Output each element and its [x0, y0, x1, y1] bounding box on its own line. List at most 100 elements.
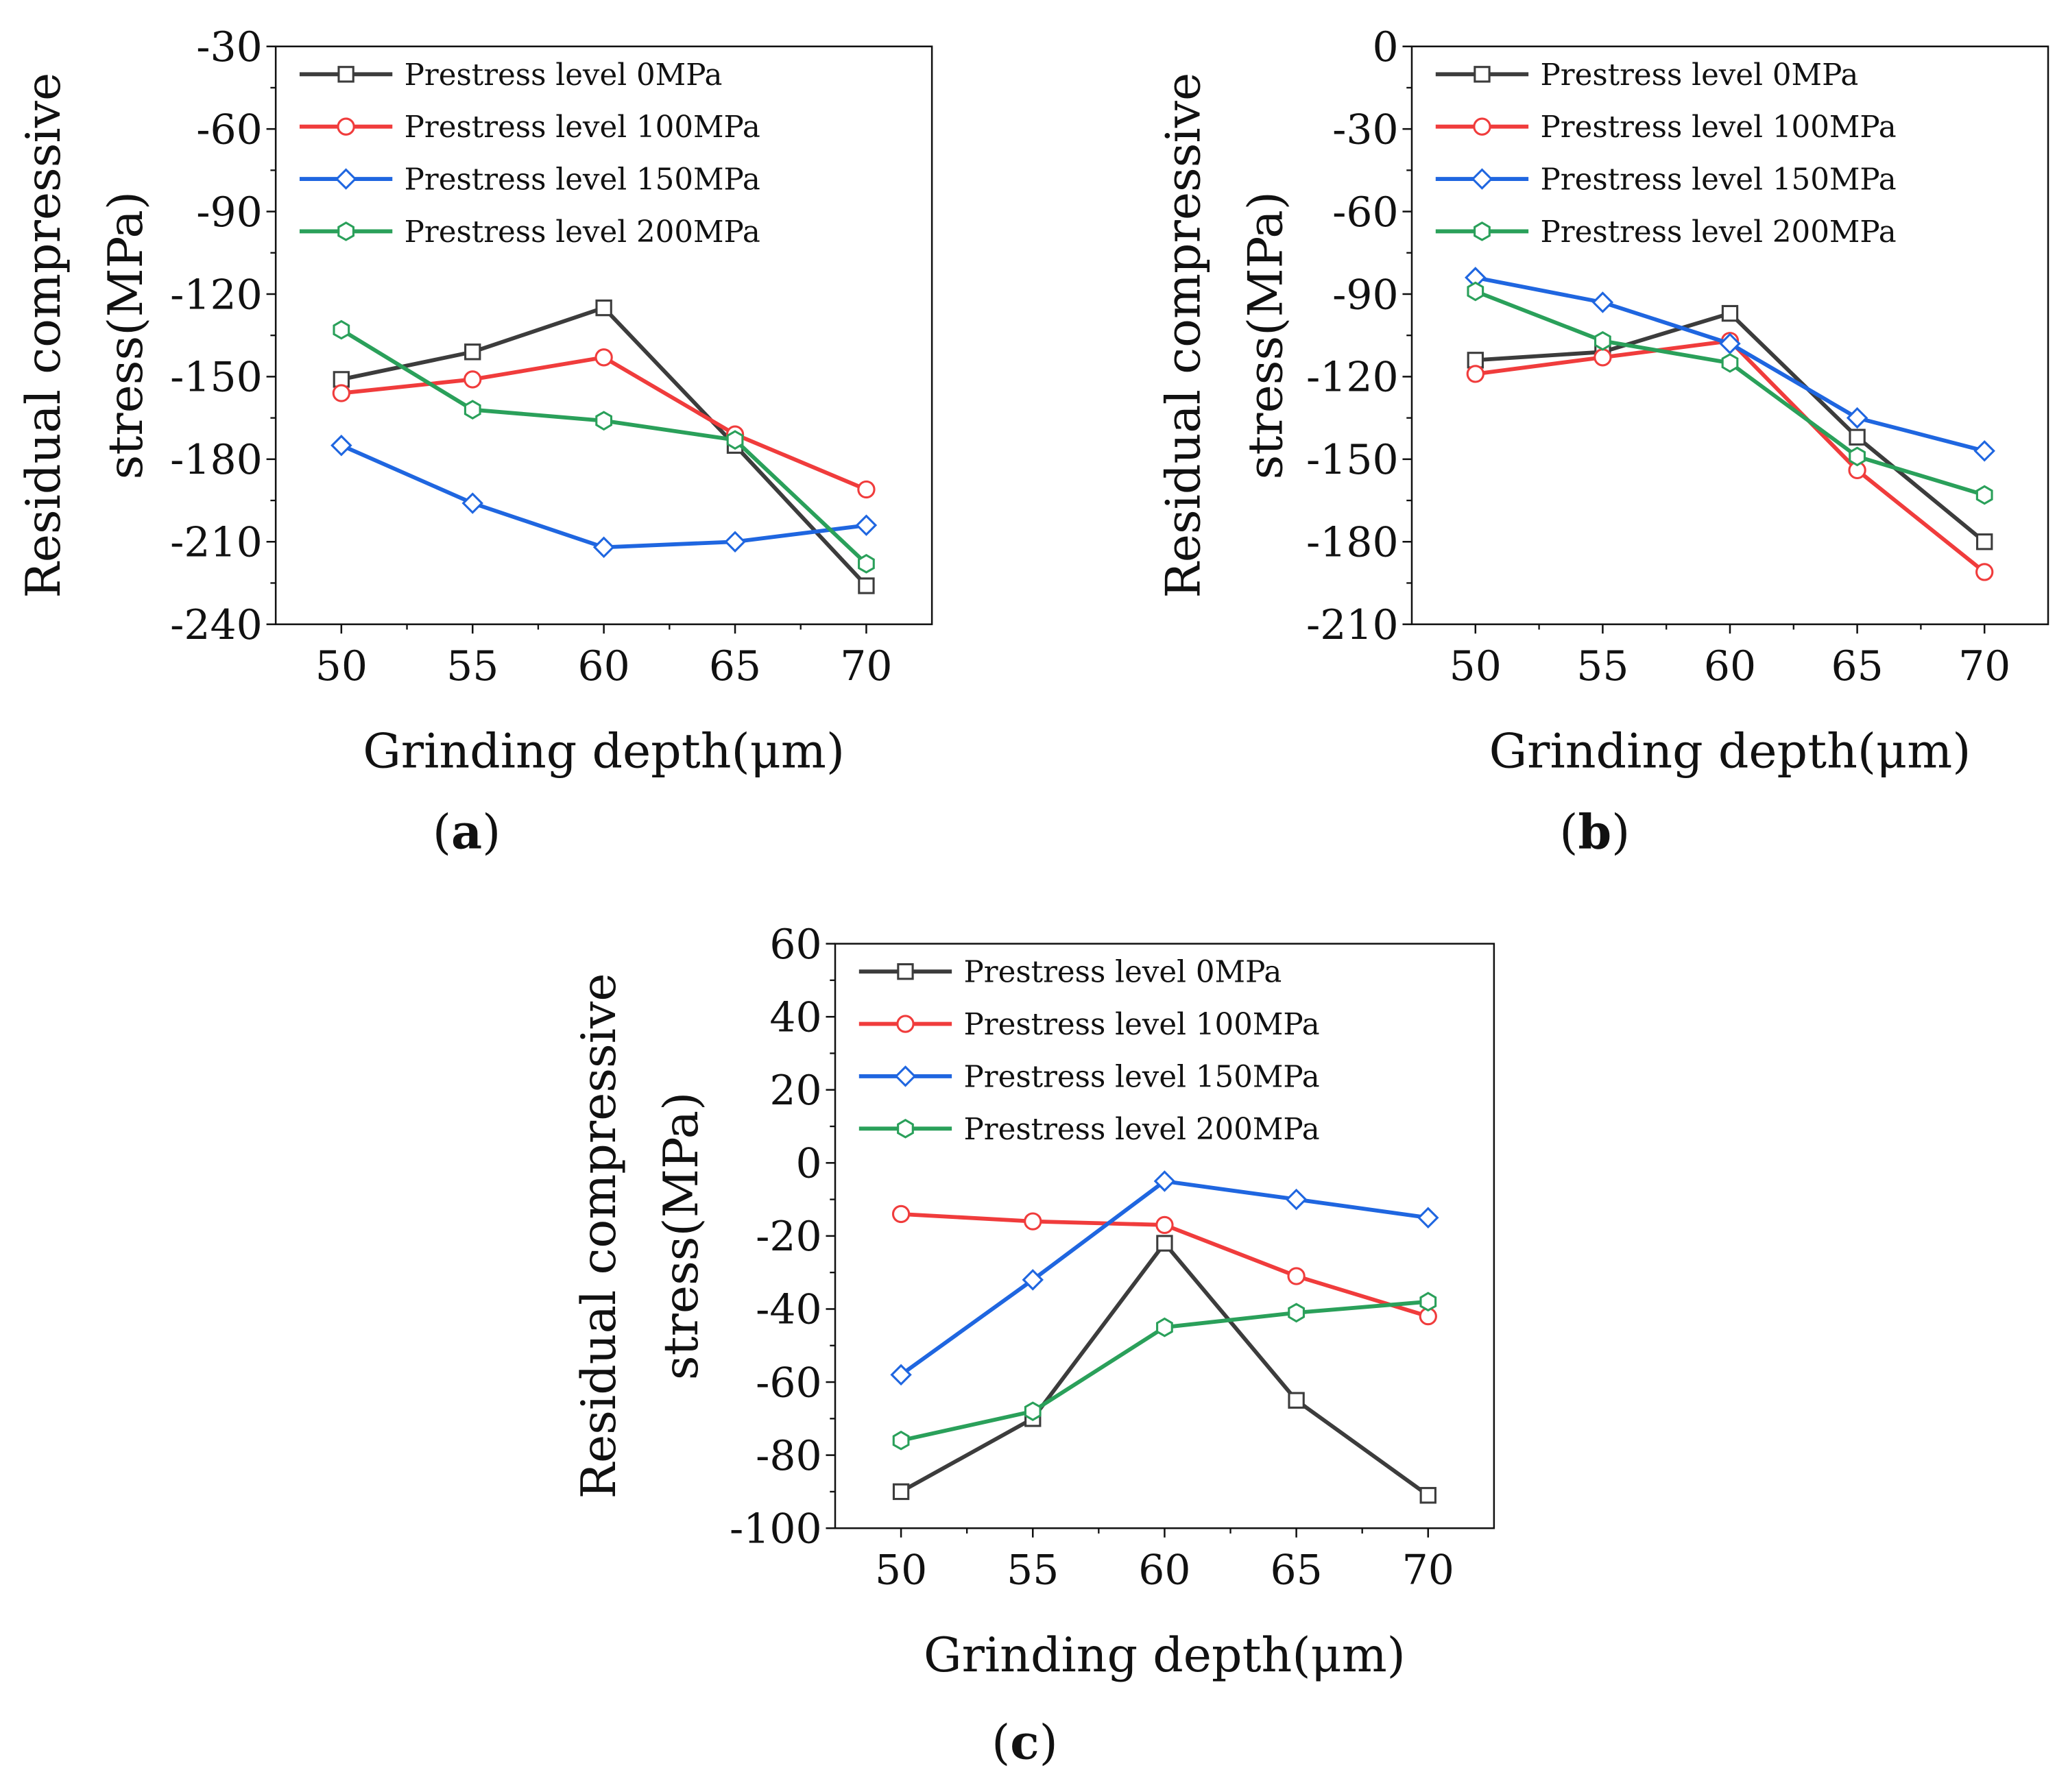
y-axis-label: Residual compressive: [16, 73, 71, 598]
data-point: [1973, 440, 1995, 462]
y-tick-label: -240: [170, 601, 263, 649]
legend-label: Prestress level 150MPa: [405, 163, 760, 197]
data-point: [1022, 1269, 1044, 1291]
chart-panel-c: 60 40 20 0 -20 -40 -60 -80 -100 50 55 60 65 70 Grindin…: [571, 921, 1495, 1771]
legend-marker: [1471, 168, 1493, 190]
legend-marker: [897, 963, 914, 980]
legend-item: Prestress level 150MPa: [299, 163, 760, 197]
data-point: [892, 1430, 910, 1451]
data-point: [726, 430, 744, 450]
x-tick-label: 65: [1270, 1546, 1322, 1594]
legend-label: Prestress level 150MPa: [1541, 163, 1897, 197]
data-point: [594, 348, 613, 367]
legend-marker: [337, 221, 354, 241]
data-point: [595, 299, 612, 317]
data-point: [1288, 1392, 1305, 1409]
y-axis-label: stress(MPa): [1238, 191, 1294, 479]
data-point: [1719, 332, 1741, 354]
x-tick-label: 55: [1007, 1546, 1059, 1594]
series-line: [900, 1179, 1429, 1377]
data-point: [892, 1483, 910, 1501]
data-point: [1591, 291, 1614, 313]
data-point: [1024, 1212, 1042, 1231]
legend-label: Prestress level 200MPa: [405, 215, 760, 250]
series-2: [330, 435, 878, 558]
y-tick-label: -60: [756, 1359, 822, 1407]
y-tick-label: 40: [769, 993, 821, 1041]
y-tick-label: -120: [1306, 354, 1399, 402]
data-point: [1288, 1303, 1305, 1323]
data-point: [464, 343, 481, 361]
legend-item: Prestress level 150MPa: [858, 1060, 1320, 1094]
data-point: [1721, 353, 1739, 373]
chart-panel-a: -30 -60 -90 -120 -150 -180 -210 -240 50 55 60 65 70 G…: [16, 23, 933, 860]
legend-item: Prestress level 150MPa: [1435, 163, 1897, 197]
y-tick-label: -100: [730, 1505, 822, 1553]
legend-marker: [337, 117, 355, 136]
series-3: [333, 319, 875, 574]
series-3: [1467, 281, 1993, 505]
data-point: [857, 480, 876, 499]
y-tick-label: -120: [170, 271, 263, 319]
data-point: [724, 531, 746, 553]
x-tick-label: 50: [1450, 642, 1502, 690]
y-tick-label: 20: [769, 1067, 821, 1115]
legend-marker: [1474, 66, 1491, 83]
legend-label: Prestress level 150MPa: [964, 1060, 1320, 1094]
data-point: [1417, 1207, 1439, 1228]
y-tick-label: -180: [170, 436, 263, 484]
x-axis-label: Grinding depth(μm): [924, 1627, 1406, 1683]
panel-label: (b): [1559, 804, 1630, 860]
series-3: [892, 1292, 1437, 1451]
data-point: [1156, 1317, 1173, 1337]
x-tick-label: 55: [446, 642, 498, 690]
data-point: [1594, 348, 1612, 367]
y-tick-label: -60: [196, 106, 262, 154]
x-tick-label: 60: [578, 642, 630, 690]
data-point: [1975, 485, 1993, 505]
y-tick-label: -180: [1306, 519, 1399, 567]
data-point: [1156, 1235, 1173, 1252]
x-tick-label: 50: [875, 1546, 927, 1594]
y-tick-label: 0: [796, 1140, 822, 1188]
data-point: [595, 411, 613, 431]
y-tick-label: -30: [1332, 106, 1399, 154]
data-point: [1721, 304, 1739, 322]
y-tick-label: 0: [1373, 23, 1399, 71]
x-tick-label: 70: [1402, 1546, 1454, 1594]
legend-item: Prestress level 0MPa: [1435, 58, 1858, 93]
legend-label: Prestress level 0MPa: [964, 956, 1282, 990]
y-axis-label: stress(MPa): [98, 191, 154, 479]
panel-label: (c): [991, 1715, 1058, 1771]
data-point: [1287, 1267, 1306, 1285]
y-tick-label: -150: [1306, 436, 1399, 484]
data-point: [1846, 407, 1868, 429]
y-tick-label: -210: [1306, 601, 1399, 649]
y-tick-label: -210: [170, 519, 263, 567]
data-point: [464, 370, 482, 389]
data-point: [1849, 446, 1866, 467]
legend-marker: [337, 66, 354, 83]
series-line: [1475, 339, 1986, 574]
legend-marker: [897, 1118, 914, 1139]
legend-label: Prestress level 100MPa: [964, 1008, 1320, 1042]
y-tick-label: -20: [756, 1213, 822, 1261]
legend-label: Prestress level 100MPa: [405, 110, 760, 145]
y-axis-label: Residual compressive: [1156, 73, 1212, 598]
legend-marker: [1474, 221, 1491, 241]
series-line: [900, 1239, 1430, 1497]
data-point: [1024, 1401, 1042, 1422]
y-axis-label: stress(MPa): [653, 1092, 709, 1380]
data-point: [1153, 1170, 1176, 1192]
y-tick-label: -30: [196, 23, 262, 71]
x-tick-label: 65: [709, 642, 761, 690]
data-point: [330, 435, 352, 457]
data-point: [332, 384, 350, 402]
data-point: [1285, 1188, 1308, 1211]
legend-label: Prestress level 200MPa: [964, 1113, 1320, 1147]
legend-item: Prestress level 0MPa: [858, 956, 1282, 990]
data-point: [1467, 281, 1484, 302]
y-tick-label: -60: [1332, 189, 1399, 237]
data-point: [1594, 330, 1611, 351]
